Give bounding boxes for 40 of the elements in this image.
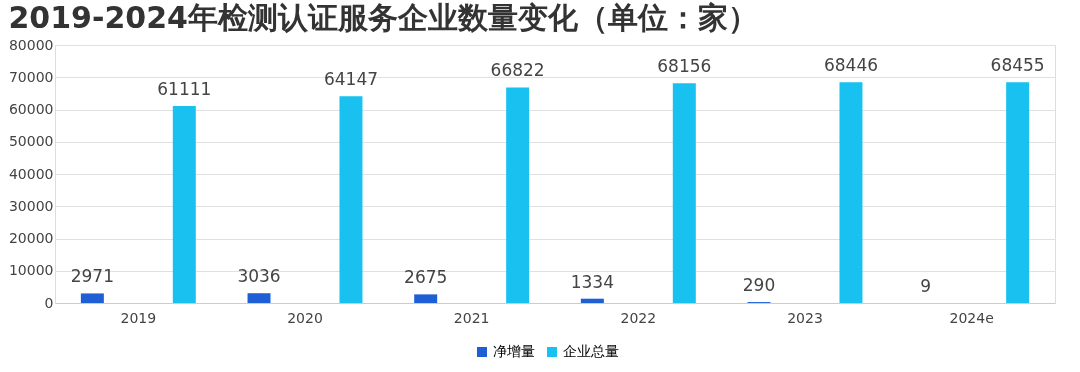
y-tick-label: 80000 — [8, 36, 54, 53]
legend-label: 净增量 — [493, 343, 535, 359]
data-label: 66822 — [490, 60, 545, 81]
data-label: 64147 — [323, 69, 379, 90]
data-label: 3036 — [237, 266, 281, 287]
data-label: 290 — [742, 275, 776, 296]
data-label: 68156 — [657, 56, 712, 77]
x-tick-label: 2024e — [949, 309, 994, 326]
bar — [1006, 82, 1030, 303]
data-label: 61111 — [157, 78, 212, 99]
bar — [80, 293, 104, 303]
y-tick-label: 20000 — [8, 230, 54, 246]
y-tick-label: 30000 — [8, 197, 54, 214]
bar — [414, 294, 438, 303]
y-tick-label: 10000 — [8, 262, 54, 279]
bar — [247, 293, 271, 303]
y-tick-label: 0 — [44, 294, 54, 311]
y-tick-label: 50000 — [8, 133, 54, 150]
bar — [580, 298, 604, 303]
bar — [672, 83, 696, 303]
data-label: 2675 — [404, 267, 448, 288]
bar — [839, 82, 863, 303]
x-tick-label: 2020 — [287, 309, 323, 326]
chart-title: 2019-2024年检测认证服务企业数量变化（单位：家） — [8, 0, 758, 35]
data-label: 68455 — [990, 55, 1045, 76]
data-label: 2971 — [70, 266, 114, 287]
x-tick-label: 2019 — [120, 309, 157, 326]
bar — [506, 87, 530, 303]
x-tick-label: 2023 — [787, 309, 823, 326]
bar — [172, 105, 196, 303]
data-label: 1334 — [570, 271, 614, 292]
x-tick-label: 2022 — [620, 309, 657, 326]
y-tick-label: 40000 — [8, 165, 54, 182]
y-tick-label: 60000 — [8, 101, 54, 117]
data-label: 68446 — [823, 55, 879, 76]
bar — [339, 96, 363, 303]
legend-label: 企业总量 — [563, 343, 619, 359]
data-label: 9 — [920, 275, 932, 296]
y-tick-label: 70000 — [8, 68, 54, 85]
x-tick-label: 2021 — [453, 309, 490, 326]
